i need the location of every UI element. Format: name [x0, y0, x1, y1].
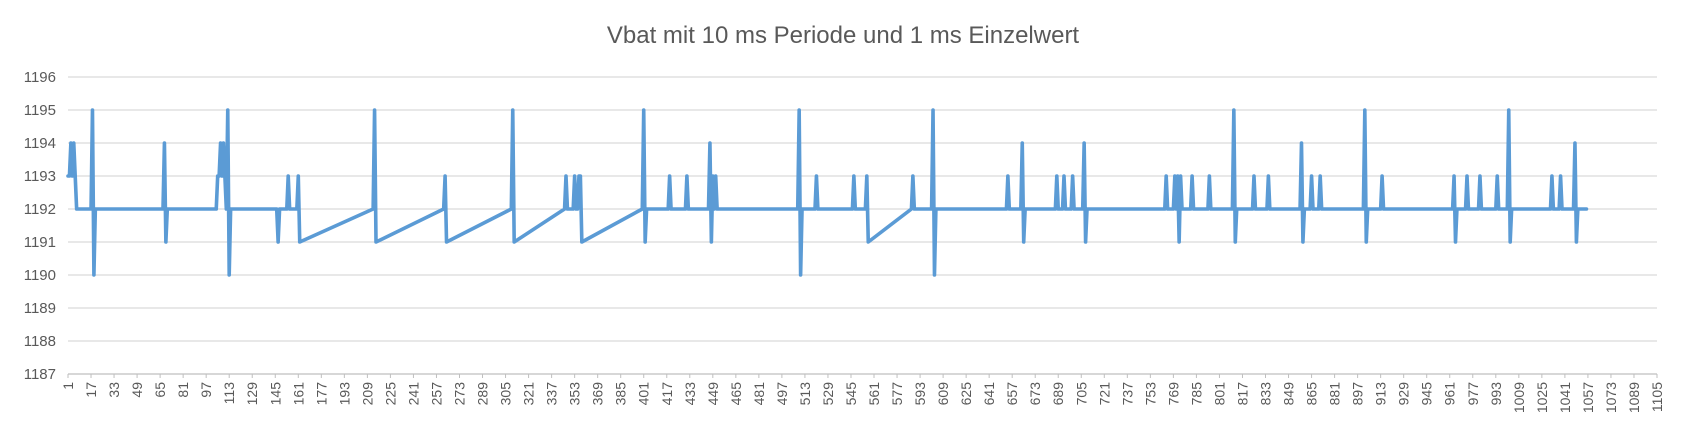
series-line-0	[66, 108, 1589, 277]
x-tick-label: 641	[981, 382, 997, 406]
x-tick-label: 1025	[1534, 382, 1550, 413]
x-tick-label: 193	[336, 382, 352, 406]
x-tick-label: 513	[797, 382, 813, 406]
y-tick-label: 1188	[24, 333, 56, 350]
x-tick-label: 561	[866, 382, 882, 406]
x-tick-label: 113	[221, 382, 237, 405]
x-tick-label: 609	[935, 382, 951, 406]
x-tick-label: 369	[590, 382, 606, 406]
x-tick-label: 721	[1096, 382, 1112, 406]
x-tick-label: 833	[1258, 382, 1274, 406]
x-tick-label: 353	[567, 382, 583, 406]
x-tick-label: 657	[1004, 382, 1020, 406]
x-axis	[67, 373, 1658, 378]
x-tick-label: 241	[405, 382, 421, 406]
series-layer	[66, 108, 1589, 277]
x-tick-label: 289	[475, 382, 491, 406]
x-tick-label: 97	[198, 382, 214, 398]
y-tick-label: 1194	[24, 135, 56, 152]
x-tick-label: 1	[60, 382, 76, 390]
x-tick-label: 929	[1396, 382, 1412, 406]
x-tick-label: 977	[1465, 382, 1481, 406]
x-tick-label: 945	[1419, 382, 1435, 406]
x-tick-label: 321	[521, 382, 537, 406]
x-tick-label: 145	[267, 382, 283, 406]
x-tick-label: 305	[498, 382, 514, 406]
x-tick-label: 1057	[1580, 382, 1596, 413]
y-tick-label: 1190	[24, 267, 56, 284]
x-tick-label: 177	[313, 382, 329, 406]
x-tick-label: 737	[1119, 382, 1135, 406]
x-tick-label: 625	[958, 382, 974, 406]
x-tick-label: 545	[843, 382, 859, 406]
chart-title: Vbat mit 10 ms Periode und 1 ms Einzelwe…	[607, 22, 1080, 49]
x-tick-label: 593	[912, 382, 928, 406]
y-tick-label: 1195	[24, 102, 56, 119]
y-axis-tick-labels: 1187 1188 1189 1190 1191 1192 1193 1194 1195 1196	[24, 69, 56, 383]
x-tick-label: 209	[359, 382, 375, 406]
x-tick-label: 417	[659, 382, 675, 406]
x-tick-label: 801	[1211, 382, 1227, 406]
x-tick-label: 465	[728, 382, 744, 406]
x-tick-label: 1041	[1557, 382, 1573, 413]
x-tick-label: 529	[820, 382, 836, 406]
x-tick-label: 705	[1073, 382, 1089, 406]
y-tick-label: 1196	[24, 69, 56, 86]
x-tick-label: 817	[1234, 382, 1250, 406]
x-tick-label: 1105	[1649, 382, 1665, 412]
y-tick-label: 1193	[24, 168, 56, 185]
x-tick-label: 401	[636, 382, 652, 406]
x-tick-label: 753	[1142, 382, 1158, 406]
x-tick-label: 1089	[1626, 382, 1642, 413]
x-tick-label: 497	[774, 382, 790, 406]
x-tick-label: 1073	[1603, 382, 1619, 413]
y-tick-label: 1189	[24, 300, 56, 317]
x-axis-tick-labels: 1 17 33 49 65 81 97 113 129 145 161 177 193 209 225 241…	[60, 382, 1665, 413]
x-tick-label: 673	[1027, 382, 1043, 406]
x-tick-label: 129	[244, 382, 260, 406]
x-tick-label: 385	[613, 382, 629, 406]
x-tick-label: 689	[1050, 382, 1066, 406]
x-tick-label: 161	[290, 382, 306, 406]
x-tick-label: 881	[1327, 382, 1343, 406]
x-tick-label: 257	[428, 382, 444, 406]
x-tick-label: 849	[1281, 382, 1297, 406]
x-tick-label: 785	[1188, 382, 1204, 406]
x-tick-label: 913	[1373, 382, 1389, 406]
x-tick-label: 1009	[1511, 382, 1527, 413]
y-tick-label: 1192	[24, 201, 56, 218]
x-tick-label: 273	[451, 382, 467, 406]
y-tick-label: 1187	[24, 366, 56, 383]
x-tick-label: 961	[1442, 382, 1458, 406]
x-tick-label: 577	[889, 382, 905, 406]
x-tick-label: 993	[1488, 382, 1504, 406]
x-tick-label: 65	[152, 382, 168, 398]
x-tick-label: 769	[1165, 382, 1181, 406]
x-tick-label: 433	[682, 382, 698, 406]
x-tick-label: 49	[129, 382, 145, 398]
x-tick-label: 481	[751, 382, 767, 406]
x-tick-label: 337	[544, 382, 560, 406]
x-tick-label: 897	[1350, 382, 1366, 406]
x-tick-label: 449	[705, 382, 721, 406]
y-tick-label: 1191	[24, 234, 56, 251]
x-tick-label: 81	[175, 382, 191, 398]
x-tick-label: 225	[382, 382, 398, 406]
x-tick-label: 33	[106, 382, 122, 398]
x-tick-label: 17	[83, 382, 99, 398]
x-tick-label: 865	[1304, 382, 1320, 406]
